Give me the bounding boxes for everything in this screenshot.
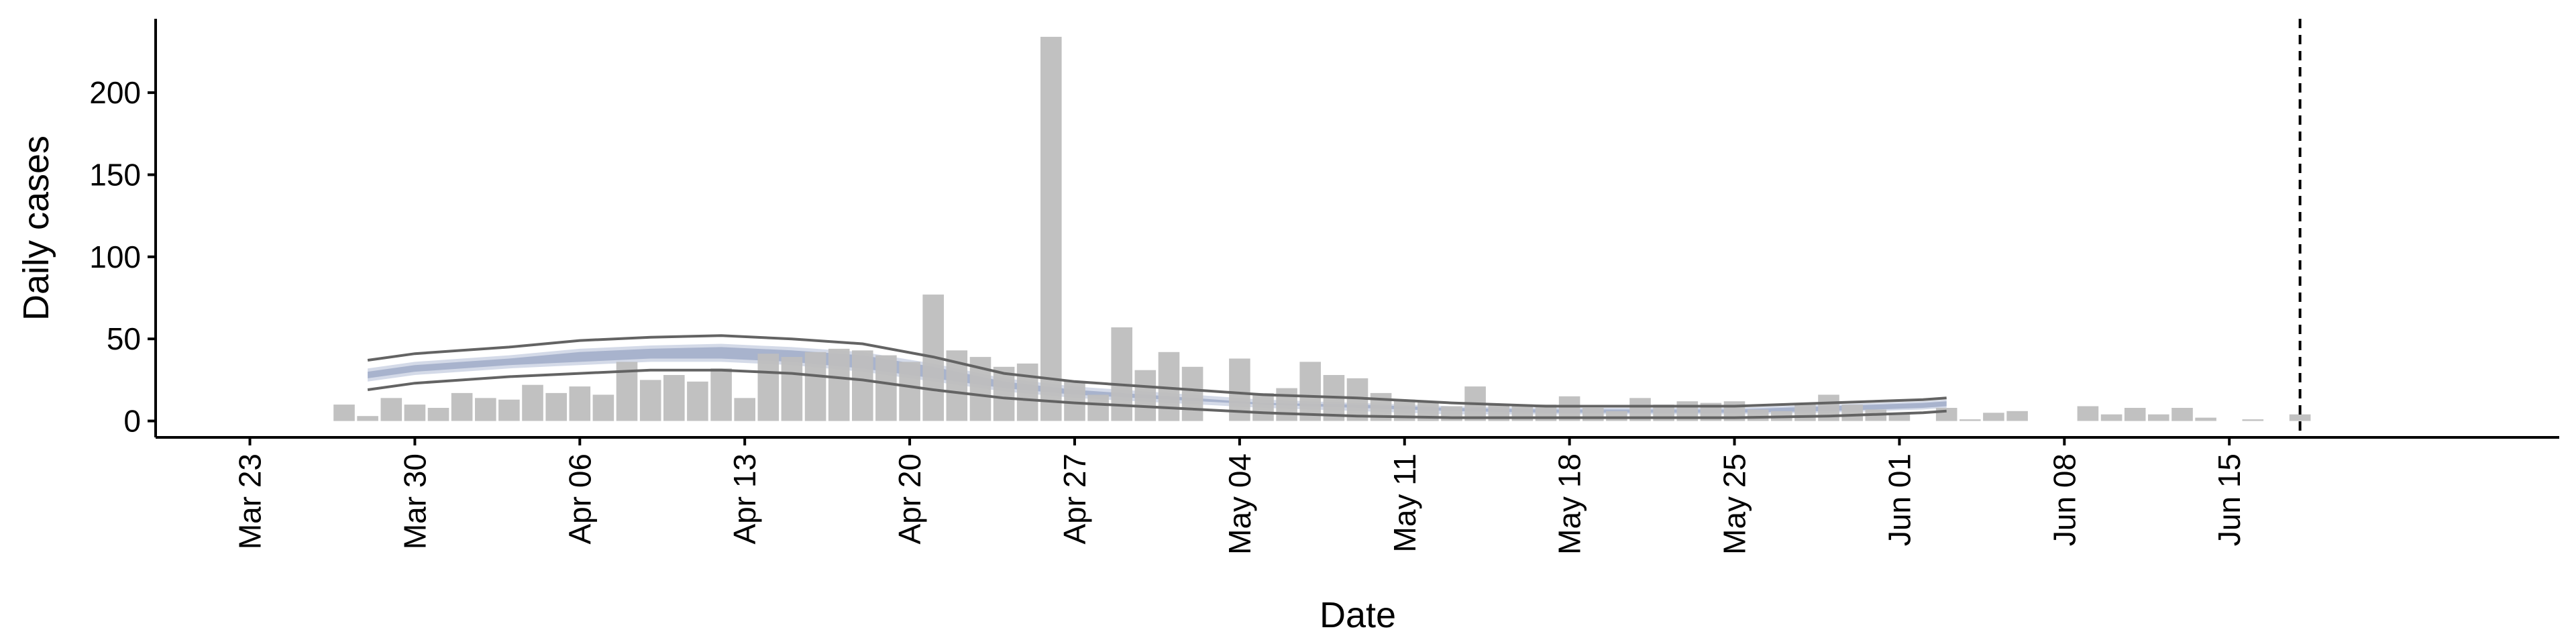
bar: [734, 398, 755, 421]
bar: [781, 357, 803, 421]
lines-layer: [367, 19, 2302, 437]
x-tick-label: Jun 15: [2212, 453, 2247, 546]
bar: [2195, 417, 2216, 421]
bar: [592, 394, 614, 421]
bar: [1794, 405, 1816, 421]
bar: [1960, 419, 1981, 421]
bar: [1134, 370, 1157, 421]
x-tick-label: Mar 23: [233, 453, 268, 549]
bar: [1841, 405, 1863, 421]
x-tick-label: Mar 30: [397, 453, 432, 549]
bar: [687, 381, 708, 421]
bar: [899, 362, 920, 421]
bars-layer: [333, 36, 2311, 421]
bar: [2006, 411, 2028, 421]
bar: [569, 386, 591, 421]
bar: [1252, 392, 1274, 421]
x-tick-label: May 18: [1552, 453, 1587, 555]
bar: [804, 352, 826, 421]
bar: [451, 392, 473, 421]
bar: [757, 354, 780, 421]
axes-layer: 0 50 100 150 200 Mar 23 Mar 30 Apr 06 Apr 13 Apr …: [89, 19, 2559, 555]
bar: [2242, 419, 2264, 421]
bar: [663, 375, 685, 421]
bar: [498, 399, 520, 421]
x-tick-label: Apr 13: [727, 453, 762, 545]
bar: [2124, 408, 2146, 421]
bar: [875, 355, 897, 421]
bar: [1606, 411, 1627, 421]
x-tick-label: May 04: [1222, 453, 1257, 555]
bar: [357, 416, 378, 421]
y-axis-title: Daily cases: [16, 136, 56, 321]
y-tick-label: 50: [107, 321, 141, 356]
bar: [2171, 408, 2193, 421]
bar: [1299, 362, 1321, 421]
bar: [2077, 406, 2099, 421]
lower-line: [367, 368, 1947, 419]
x-axis-title: Date: [1320, 595, 1396, 635]
bar: [2100, 414, 2123, 421]
x-tick-label: Jun 08: [2047, 453, 2082, 546]
y-tick-label: 100: [89, 239, 141, 274]
bar: [2148, 414, 2169, 421]
bar: [1983, 413, 2004, 421]
bar: [710, 368, 732, 421]
y-tick-label: 0: [123, 404, 141, 439]
bar: [993, 366, 1015, 421]
x-tick-label: Jun 01: [1882, 453, 1917, 546]
x-tick-label: Apr 06: [562, 453, 597, 545]
bar: [1747, 409, 1769, 421]
bar: [1181, 366, 1203, 421]
bar: [522, 384, 543, 421]
y-tick-label: 150: [89, 157, 141, 192]
bar: [404, 405, 426, 421]
bar: [1582, 408, 1604, 421]
bar: [475, 398, 496, 421]
bar: [380, 398, 402, 421]
upper-line: [367, 334, 1947, 408]
bar: [1016, 363, 1038, 421]
bar: [1276, 388, 1297, 421]
bar: [2289, 414, 2311, 421]
bar: [333, 405, 355, 421]
bar: [639, 380, 661, 421]
x-tick-label: Apr 27: [1057, 453, 1092, 545]
bar: [1040, 36, 1062, 421]
bar: [427, 408, 449, 421]
y-tick-label: 200: [89, 75, 141, 110]
bar: [828, 348, 850, 421]
x-tick-label: May 25: [1717, 453, 1752, 555]
x-tick-label: May 11: [1387, 453, 1422, 552]
bar: [1935, 408, 1957, 421]
x-tick-label: Apr 20: [892, 453, 927, 545]
bar: [1087, 394, 1109, 421]
bar: [545, 392, 567, 421]
bar: [852, 350, 873, 421]
